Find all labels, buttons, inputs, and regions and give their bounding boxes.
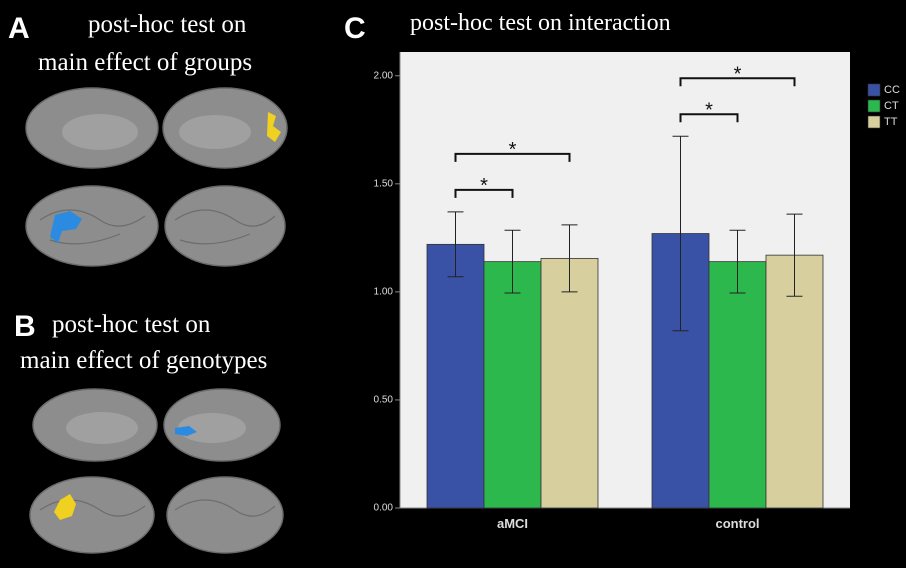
legend-label: CC xyxy=(884,84,900,96)
bar xyxy=(541,258,598,508)
panel-title: post-hoc test on xyxy=(88,11,247,38)
figure: A post-hoc test on main effect of groups… xyxy=(0,0,906,568)
panel-letter: B xyxy=(14,310,36,343)
panel-title: main effect of genotypes xyxy=(20,347,267,374)
legend-swatch xyxy=(868,116,880,128)
legend-swatch xyxy=(868,84,880,96)
y-tick-label: 0.50 xyxy=(374,395,394,406)
y-tick-label: 1.00 xyxy=(374,287,394,298)
significance-label: * xyxy=(480,175,488,197)
chart-title: post-hoc test on interaction xyxy=(410,10,671,36)
y-tick-label: 1.50 xyxy=(374,178,394,189)
legend-swatch xyxy=(868,100,880,112)
x-tick-label: aMCI xyxy=(497,516,528,531)
significance-label: * xyxy=(509,139,517,161)
legend-label: CT xyxy=(884,100,899,112)
x-tick-label: control xyxy=(715,516,759,531)
bar xyxy=(709,262,766,508)
significance-label: * xyxy=(705,99,713,121)
panel-letter: A xyxy=(8,12,30,45)
panel-letter: C xyxy=(344,12,366,45)
panel-title: post-hoc test on xyxy=(52,311,211,338)
bar xyxy=(484,262,541,508)
legend-label: TT xyxy=(884,116,898,128)
significance-label: * xyxy=(734,63,742,85)
bar xyxy=(427,244,484,508)
panel-title: main effect of groups xyxy=(38,49,252,76)
y-tick-label: 0.00 xyxy=(374,503,394,514)
y-tick-label: 2.00 xyxy=(374,70,394,81)
